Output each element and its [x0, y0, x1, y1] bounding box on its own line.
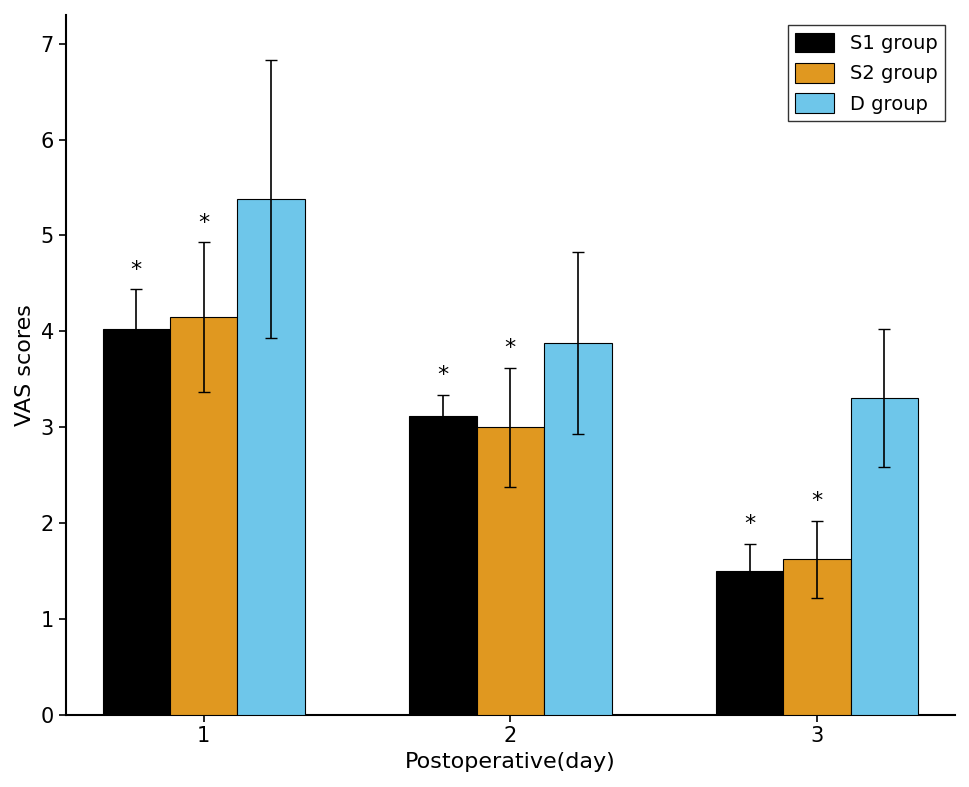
Bar [103, 329, 170, 715]
Bar [237, 199, 304, 715]
Bar [715, 571, 783, 715]
Bar [170, 317, 237, 715]
X-axis label: Postoperative(day): Postoperative(day) [405, 752, 615, 772]
Text: *: * [198, 212, 209, 233]
Text: *: * [743, 515, 755, 534]
Text: *: * [810, 491, 822, 512]
Bar [409, 416, 476, 715]
Bar [476, 427, 544, 715]
Text: *: * [437, 365, 448, 385]
Legend: S1 group, S2 group, D group: S1 group, S2 group, D group [787, 24, 945, 121]
Text: *: * [131, 260, 141, 279]
Y-axis label: VAS scores: VAS scores [15, 304, 35, 426]
Text: *: * [504, 338, 516, 358]
Bar [850, 398, 918, 715]
Bar [544, 343, 610, 715]
Bar [783, 560, 850, 715]
